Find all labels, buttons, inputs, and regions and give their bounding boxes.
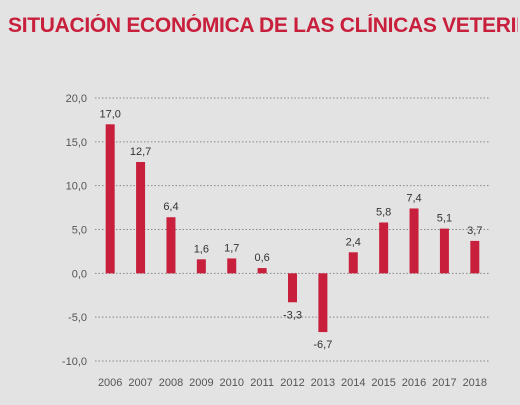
x-tick-label: 2009 bbox=[189, 377, 213, 389]
bar-2017 bbox=[439, 228, 449, 274]
data-label: 3,7 bbox=[467, 225, 482, 237]
x-tick-label: 2010 bbox=[219, 377, 243, 389]
x-tick-label: 2013 bbox=[311, 377, 335, 389]
bar-2013 bbox=[318, 273, 328, 333]
x-tick-label: 2014 bbox=[341, 377, 365, 389]
chart-title: SITUACIÓN ECONÓMICA DE LAS CLÍNICAS VETE… bbox=[8, 14, 518, 37]
x-tick-label: 2017 bbox=[432, 377, 456, 389]
bar-2014 bbox=[348, 252, 358, 274]
x-tick-label: 2012 bbox=[280, 377, 304, 389]
bar-2010 bbox=[227, 258, 237, 274]
gridlines bbox=[95, 97, 490, 362]
x-tick-label: 2011 bbox=[250, 377, 274, 389]
bar-2006 bbox=[105, 124, 115, 274]
data-label: 2,4 bbox=[346, 236, 361, 248]
y-tick-label: -5,0 bbox=[68, 312, 87, 324]
x-tick-label: 2007 bbox=[128, 377, 152, 389]
data-label: 12,7 bbox=[130, 146, 151, 158]
data-label: 0,6 bbox=[254, 252, 269, 264]
data-label: 7,4 bbox=[406, 192, 421, 204]
bar-2015 bbox=[379, 222, 389, 274]
data-label: 5,8 bbox=[376, 206, 391, 218]
x-tick-label: 2016 bbox=[402, 377, 426, 389]
bar-2018 bbox=[470, 240, 480, 274]
data-label: 5,1 bbox=[437, 213, 452, 225]
x-tick-label: 2008 bbox=[159, 377, 183, 389]
y-tick-label: 0,0 bbox=[72, 268, 87, 280]
y-tick-label: -10,0 bbox=[62, 356, 87, 368]
bar-2007 bbox=[136, 161, 146, 274]
data-label: 6,4 bbox=[163, 201, 178, 213]
y-tick-label: 5,0 bbox=[72, 225, 87, 237]
bar-2009 bbox=[196, 259, 206, 274]
data-label: -3,3 bbox=[283, 309, 302, 321]
bar-2016 bbox=[409, 208, 419, 274]
y-tick-label: 20,0 bbox=[66, 93, 87, 105]
x-tick-label: 2015 bbox=[371, 377, 395, 389]
y-tick-label: 10,0 bbox=[66, 181, 87, 193]
bar-2011 bbox=[257, 268, 267, 274]
data-label: 1,7 bbox=[224, 242, 239, 254]
x-axis-ticks: 2006 2007 2008 2009 2010 2011 2012 2013 2014 2015… bbox=[98, 377, 487, 389]
data-labels: 17,0 12,7 6,4 1,6 1,7 0,6 -3,3 -6,7 2,4 5,8 7,4 5,1… bbox=[99, 108, 482, 351]
data-label: 1,6 bbox=[194, 243, 209, 255]
data-label: 17,0 bbox=[99, 108, 120, 120]
x-tick-label: 2018 bbox=[463, 377, 487, 389]
x-tick-label: 2006 bbox=[98, 377, 122, 389]
bar-2008 bbox=[166, 217, 176, 274]
data-label: -6,7 bbox=[313, 339, 332, 351]
y-axis-ticks: 20,0 15,0 10,0 5,0 0,0 -5,0 -10,0 bbox=[62, 93, 87, 368]
bars bbox=[105, 124, 480, 333]
y-tick-label: 15,0 bbox=[66, 137, 87, 149]
bar-2012 bbox=[288, 273, 297, 303]
